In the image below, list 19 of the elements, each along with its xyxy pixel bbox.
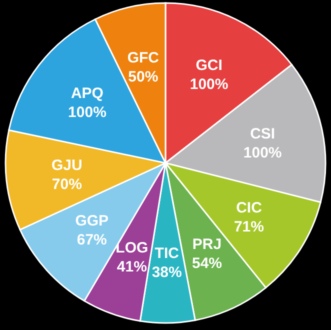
slice-label: APQ xyxy=(70,85,104,102)
data-label: 71% xyxy=(234,218,264,236)
slice-label: GJU xyxy=(51,157,82,174)
data-label: 67% xyxy=(76,231,107,248)
data-label: 50% xyxy=(128,68,158,86)
data-label: 38% xyxy=(152,264,182,282)
data-label: 100% xyxy=(243,144,282,162)
data-label: 70% xyxy=(52,176,82,194)
data-label: 100% xyxy=(68,104,106,122)
data-label: 100% xyxy=(190,76,228,93)
slice-label: CSI xyxy=(250,126,276,143)
slice-label: CIC xyxy=(236,200,262,217)
slice-label: PRJ xyxy=(192,236,222,254)
slice-label: GFC xyxy=(127,49,160,66)
data-label: 54% xyxy=(192,255,222,272)
data-label: 41% xyxy=(116,258,147,276)
slice-label: TIC xyxy=(154,245,180,262)
slice-label: GGP xyxy=(75,212,109,230)
slice-label: GCI xyxy=(196,56,222,74)
